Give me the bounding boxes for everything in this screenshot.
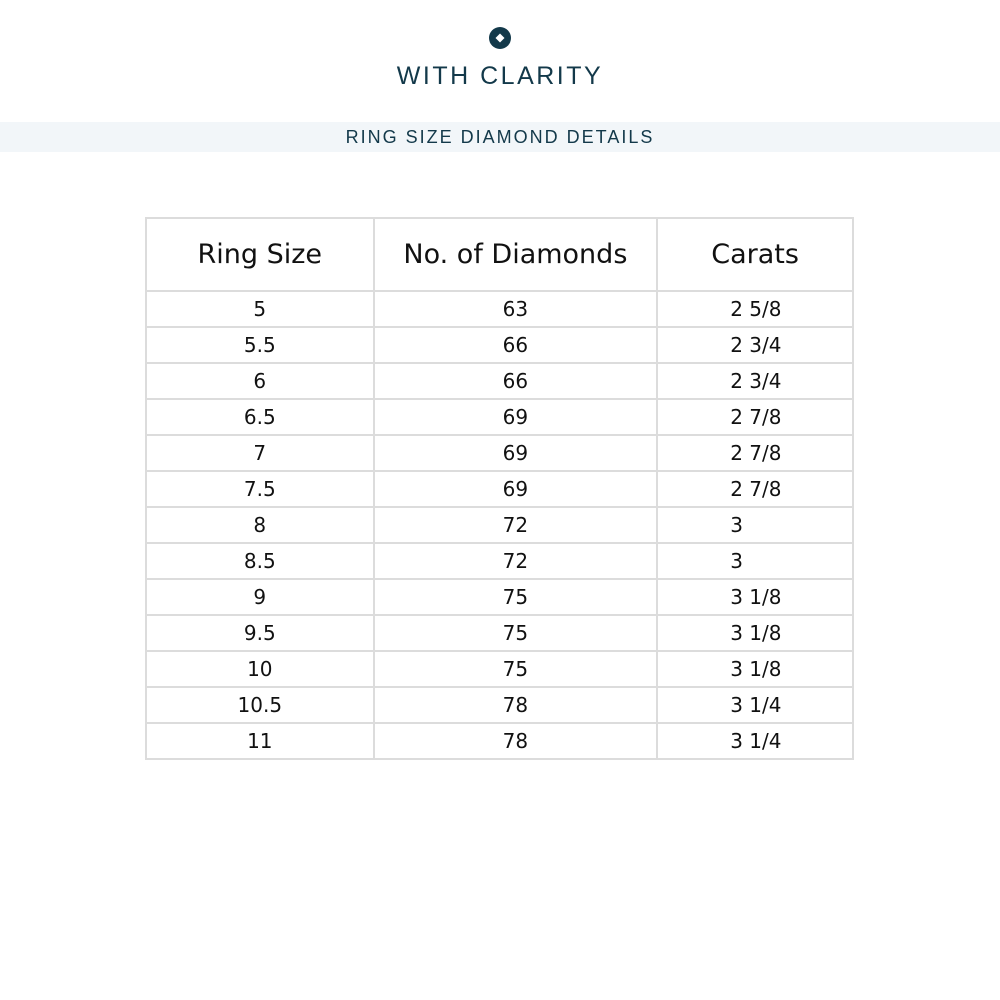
page-banner: RING SIZE DIAMOND DETAILS bbox=[0, 122, 1000, 152]
carats-cell: 2 7/8 bbox=[656, 434, 854, 472]
carats-cell: 2 5/8 bbox=[656, 290, 854, 328]
column-header: Ring Size bbox=[145, 217, 375, 292]
table-row: 5.5 66 2 3/4 bbox=[145, 326, 854, 364]
table-row: 11 78 3 1/4 bbox=[145, 722, 854, 760]
diamond-count-cell: 69 bbox=[372, 470, 659, 508]
carats-cell: 3 1/4 bbox=[656, 686, 854, 724]
diamond-count-cell: 78 bbox=[372, 722, 659, 760]
table-row: 6 66 2 3/4 bbox=[145, 362, 854, 400]
column-header: Carats bbox=[656, 217, 854, 292]
diamond-count-cell: 75 bbox=[372, 650, 659, 688]
ring-size-cell: 5.5 bbox=[145, 326, 375, 364]
diamond-count-cell: 66 bbox=[372, 326, 659, 364]
carats-cell: 2 7/8 bbox=[656, 398, 854, 436]
carats-cell: 3 1/8 bbox=[656, 578, 854, 616]
table-row: 7 69 2 7/8 bbox=[145, 434, 854, 472]
column-header: No. of Diamonds bbox=[372, 217, 659, 292]
carats-cell: 3 1/8 bbox=[656, 614, 854, 652]
diamond-count-cell: 69 bbox=[372, 398, 659, 436]
diamond-count-cell: 75 bbox=[372, 614, 659, 652]
diamond-count-cell: 63 bbox=[372, 290, 659, 328]
ring-size-cell: 7.5 bbox=[145, 470, 375, 508]
ring-size-cell: 8 bbox=[145, 506, 375, 544]
carats-cell: 3 1/8 bbox=[656, 650, 854, 688]
table-row: 9.5 75 3 1/8 bbox=[145, 614, 854, 652]
diamond-count-cell: 66 bbox=[372, 362, 659, 400]
carats-cell: 2 7/8 bbox=[656, 470, 854, 508]
table-row: 7.5 69 2 7/8 bbox=[145, 470, 854, 508]
table-header: Ring Size No. of Diamonds Carats bbox=[145, 217, 854, 292]
table-row: 9 75 3 1/8 bbox=[145, 578, 854, 616]
ring-size-cell: 11 bbox=[145, 722, 375, 760]
ring-size-cell: 10 bbox=[145, 650, 375, 688]
diamond-count-cell: 78 bbox=[372, 686, 659, 724]
diamond-count-cell: 75 bbox=[372, 578, 659, 616]
ring-size-cell: 7 bbox=[145, 434, 375, 472]
diamond-circle-icon bbox=[489, 27, 511, 49]
table-row: 5 63 2 5/8 bbox=[145, 290, 854, 328]
diamond-count-cell: 69 bbox=[372, 434, 659, 472]
ring-size-cell: 9.5 bbox=[145, 614, 375, 652]
table-row: 6.5 69 2 7/8 bbox=[145, 398, 854, 436]
table-row: 8 72 3 bbox=[145, 506, 854, 544]
table-row: 8.5 72 3 bbox=[145, 542, 854, 580]
ring-size-cell: 6 bbox=[145, 362, 375, 400]
carats-cell: 3 bbox=[656, 506, 854, 544]
ring-size-cell: 6.5 bbox=[145, 398, 375, 436]
carats-cell: 2 3/4 bbox=[656, 326, 854, 364]
diamond-count-cell: 72 bbox=[372, 542, 659, 580]
carats-cell: 2 3/4 bbox=[656, 362, 854, 400]
table-row: 10.5 78 3 1/4 bbox=[145, 686, 854, 724]
carats-cell: 3 1/4 bbox=[656, 722, 854, 760]
ring-size-cell: 10.5 bbox=[145, 686, 375, 724]
ring-size-cell: 9 bbox=[145, 578, 375, 616]
ring-size-cell: 5 bbox=[145, 290, 375, 328]
brand-name: WITH CLARITY bbox=[396, 62, 604, 90]
diamond-count-cell: 72 bbox=[372, 506, 659, 544]
carats-cell: 3 bbox=[656, 542, 854, 580]
ring-size-cell: 8.5 bbox=[145, 542, 375, 580]
table-row: 10 75 3 1/8 bbox=[145, 650, 854, 688]
ring-size-table: Ring Size No. of Diamonds Carats 5 63 2 5/… bbox=[145, 217, 854, 760]
